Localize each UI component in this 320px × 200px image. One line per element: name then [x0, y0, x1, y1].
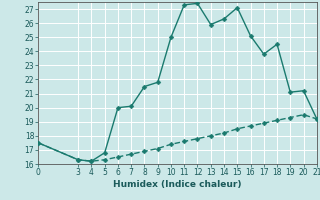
X-axis label: Humidex (Indice chaleur): Humidex (Indice chaleur): [113, 180, 242, 189]
